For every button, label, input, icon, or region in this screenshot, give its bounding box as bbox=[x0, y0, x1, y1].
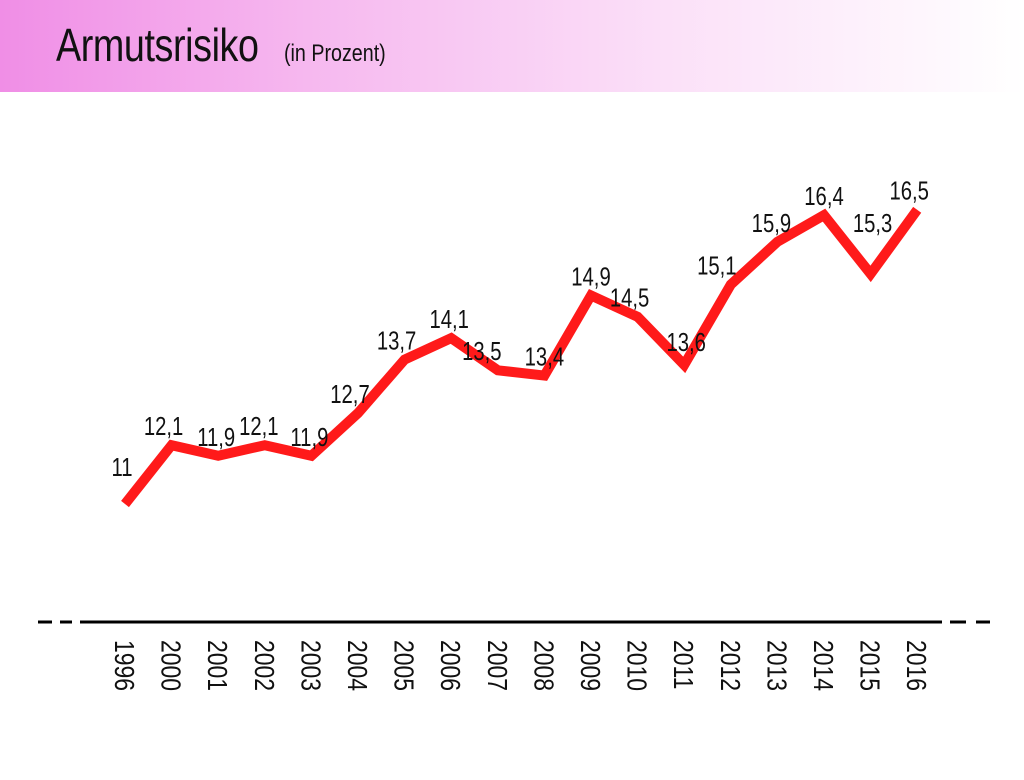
data-label: 13,7 bbox=[377, 326, 416, 355]
chart-title: Armutsrisiko bbox=[56, 19, 259, 71]
data-label: 12,7 bbox=[330, 380, 369, 409]
series-line bbox=[121, 206, 922, 508]
x-tick-label: 2016 bbox=[901, 640, 932, 691]
title-banner: Armutsrisiko (in Prozent) bbox=[0, 0, 1024, 92]
chart-subtitle: (in Prozent) bbox=[284, 40, 386, 67]
data-label: 13,5 bbox=[462, 337, 501, 366]
data-label: 13,6 bbox=[666, 327, 705, 356]
data-label: 14,1 bbox=[429, 305, 468, 334]
x-tick-label: 2001 bbox=[202, 640, 233, 691]
x-tick-label: 2009 bbox=[574, 640, 605, 691]
data-label: 14,9 bbox=[571, 262, 610, 291]
x-tick-label: 2003 bbox=[295, 640, 326, 691]
x-tick-label: 2005 bbox=[388, 640, 419, 691]
data-label: 11 bbox=[111, 453, 132, 482]
data-label: 11,9 bbox=[197, 422, 235, 451]
x-tick-label: 2007 bbox=[481, 640, 512, 691]
x-tick-label: 2014 bbox=[807, 640, 838, 691]
data-label: 15,9 bbox=[752, 208, 791, 237]
data-label: 15,1 bbox=[697, 251, 736, 280]
x-tick-label: 2008 bbox=[528, 640, 559, 691]
x-tick-label: 2004 bbox=[341, 640, 372, 691]
data-label: 16,5 bbox=[889, 176, 928, 205]
x-tick-label: 2011 bbox=[668, 640, 699, 689]
data-label: 15,3 bbox=[853, 209, 892, 238]
series-line-group bbox=[121, 206, 922, 508]
data-label: 14,5 bbox=[610, 283, 649, 312]
data-label: 12,1 bbox=[239, 412, 278, 441]
x-tick-label: 2012 bbox=[714, 640, 745, 691]
x-tick-label: 2000 bbox=[155, 640, 186, 691]
x-tick-label: 2015 bbox=[854, 640, 885, 691]
x-tick-label-group: 1996 2000 2001 2002 2003 2004 2005 2006 2007 2008… bbox=[108, 640, 931, 691]
x-tick-label: 2002 bbox=[248, 640, 279, 691]
x-tick-label: 2010 bbox=[621, 640, 652, 691]
data-label: 16,4 bbox=[804, 182, 843, 211]
x-tick-label: 2006 bbox=[435, 640, 466, 691]
x-tick-label: 2013 bbox=[761, 640, 792, 691]
data-label: 12,1 bbox=[144, 412, 183, 441]
x-tick-label: 1996 bbox=[108, 640, 139, 691]
data-label: 11,9 bbox=[290, 422, 328, 451]
data-label: 13,4 bbox=[525, 342, 564, 371]
